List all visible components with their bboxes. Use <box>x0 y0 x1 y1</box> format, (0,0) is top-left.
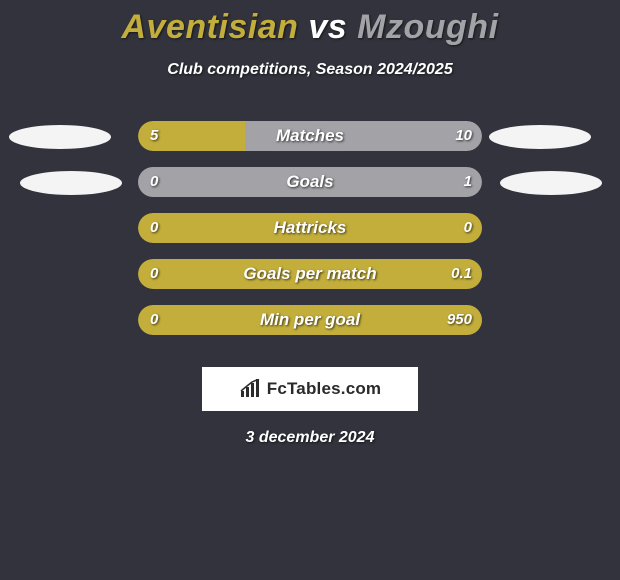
stat-value-left: 0 <box>150 305 158 335</box>
stat-bar <box>138 167 482 197</box>
stat-value-right: 0.1 <box>451 259 472 289</box>
stat-bar-left <box>138 305 482 335</box>
stat-bar-left <box>138 259 482 289</box>
stat-row: Min per goal0950 <box>0 299 620 345</box>
stat-value-left: 0 <box>150 259 158 289</box>
stat-bar <box>138 121 482 151</box>
date-text: 3 december 2024 <box>0 429 620 447</box>
goal-marker-left <box>9 125 111 149</box>
goal-marker-right <box>489 125 591 149</box>
stat-value-left: 5 <box>150 121 158 151</box>
stats-container: Matches510Goals01Hattricks00Goals per ma… <box>0 115 620 345</box>
logo-text: FcTables.com <box>267 379 382 399</box>
stat-bar <box>138 213 482 243</box>
stat-value-left: 0 <box>150 213 158 243</box>
stat-bar-left <box>138 213 482 243</box>
stat-row: Hattricks00 <box>0 207 620 253</box>
title-vs: vs <box>308 8 347 46</box>
title-player1: Aventisian <box>121 8 298 46</box>
logo: FcTables.com <box>239 379 382 399</box>
stat-bar <box>138 259 482 289</box>
bar-chart-icon <box>239 379 261 399</box>
stat-value-right: 950 <box>447 305 472 335</box>
stat-bar-right <box>138 167 482 197</box>
title-player2: Mzoughi <box>357 8 498 46</box>
stat-value-right: 10 <box>455 121 472 151</box>
logo-box: FcTables.com <box>202 367 418 411</box>
subtitle: Club competitions, Season 2024/2025 <box>0 61 620 79</box>
stat-row: Goals per match00.1 <box>0 253 620 299</box>
goal-marker-right <box>500 171 602 195</box>
stat-row: Goals01 <box>0 161 620 207</box>
stat-row: Matches510 <box>0 115 620 161</box>
stat-value-right: 1 <box>464 167 472 197</box>
goal-marker-left <box>20 171 122 195</box>
stat-bar-right <box>245 121 482 151</box>
stat-value-right: 0 <box>464 213 472 243</box>
stat-bar <box>138 305 482 335</box>
page-title: Aventisian vs Mzoughi <box>0 0 620 47</box>
stat-value-left: 0 <box>150 167 158 197</box>
